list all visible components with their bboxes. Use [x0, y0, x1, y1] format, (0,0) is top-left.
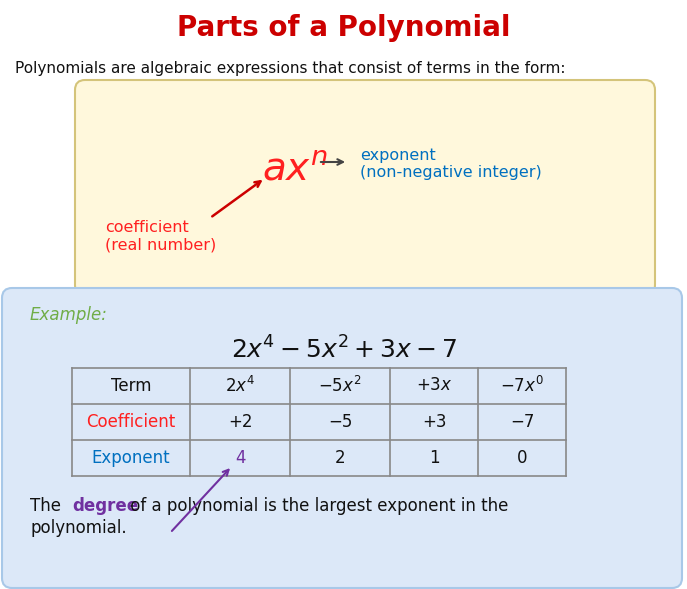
Text: of a polynomial is the largest exponent in the: of a polynomial is the largest exponent …: [125, 497, 508, 515]
Text: −7: −7: [510, 413, 534, 431]
Text: 1: 1: [429, 449, 439, 467]
Text: $ax^n$: $ax^n$: [262, 151, 328, 188]
Text: $-7x^0$: $-7x^0$: [500, 376, 544, 396]
Text: Term: Term: [111, 377, 151, 395]
Text: $+3x$: $+3x$: [416, 378, 452, 395]
Text: exponent
(non-negative integer): exponent (non-negative integer): [360, 148, 542, 180]
Text: Polynomials are algebraic expressions that consist of terms in the form:: Polynomials are algebraic expressions th…: [15, 61, 565, 75]
Text: Example:: Example:: [30, 306, 108, 324]
Text: polynomial.: polynomial.: [30, 519, 126, 537]
Text: $2x^4-5x^2+3x-7$: $2x^4-5x^2+3x-7$: [231, 336, 456, 363]
Text: degree: degree: [72, 497, 138, 515]
Text: Exponent: Exponent: [91, 449, 170, 467]
FancyBboxPatch shape: [2, 288, 682, 588]
Text: $2x^4$: $2x^4$: [225, 376, 255, 396]
Text: $-5x^2$: $-5x^2$: [318, 376, 362, 396]
Text: Coefficient: Coefficient: [87, 413, 176, 431]
Text: +3: +3: [422, 413, 447, 431]
Text: −5: −5: [328, 413, 352, 431]
Text: +2: +2: [228, 413, 252, 431]
FancyBboxPatch shape: [75, 80, 655, 295]
Text: 4: 4: [235, 449, 245, 467]
Text: The: The: [30, 497, 66, 515]
Text: 2: 2: [335, 449, 346, 467]
Text: Parts of a Polynomial: Parts of a Polynomial: [177, 14, 510, 42]
Text: 0: 0: [517, 449, 527, 467]
Text: coefficient
(real number): coefficient (real number): [105, 220, 216, 253]
